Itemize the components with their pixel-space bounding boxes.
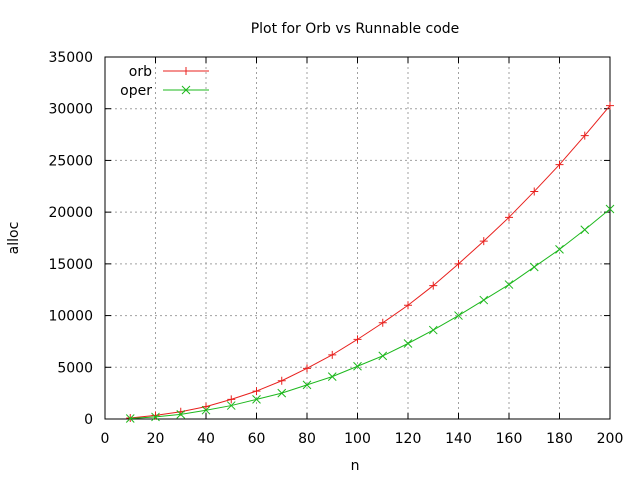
data-point-orb: [404, 301, 412, 310]
legend-marker-orb: [182, 67, 190, 75]
data-point-orb: [277, 376, 286, 385]
series-line-oper: [130, 208, 611, 419]
data-point-oper: [580, 225, 590, 235]
data-point-orb: [479, 237, 488, 246]
data-point-orb: [303, 364, 311, 373]
data-point-oper: [176, 409, 186, 419]
y-tick-label: 30000: [48, 102, 93, 118]
data-point-orb: [580, 131, 589, 140]
data-point-oper: [327, 372, 337, 381]
x-tick-label: 180: [546, 431, 573, 447]
data-point-oper: [428, 325, 438, 335]
x-tick-label: 80: [298, 431, 316, 447]
data-point-orb: [252, 387, 261, 396]
data-point-orb: [202, 402, 210, 411]
data-point-oper: [479, 295, 489, 305]
series-line-orb: [130, 105, 611, 419]
y-tick-label: 35000: [48, 50, 93, 66]
data-point-orb: [378, 318, 387, 327]
data-point-orb: [555, 160, 564, 169]
x-tick-label: 100: [344, 431, 371, 447]
legend-label-oper: oper: [120, 83, 152, 99]
data-point-orb: [227, 395, 236, 404]
data-point-oper: [454, 311, 463, 320]
data-point-orb: [454, 259, 463, 268]
data-point-oper: [302, 380, 312, 390]
x-axis-label: n: [351, 458, 360, 474]
series-orb: [126, 101, 614, 422]
grid-lines: [105, 57, 610, 419]
data-point-oper: [378, 351, 388, 361]
data-point-oper: [277, 388, 287, 398]
legend-marker-oper: [181, 85, 191, 95]
series-layer: [125, 101, 615, 423]
y-tick-label: 20000: [48, 205, 93, 221]
data-point-orb: [606, 101, 614, 110]
x-tick-label: 140: [445, 431, 472, 447]
data-point-oper: [252, 394, 261, 404]
data-point-orb: [530, 187, 539, 196]
x-axis: 0 20 40 60 80 100 120 140 160 180 200: [101, 57, 624, 447]
data-point-orb: [151, 411, 160, 420]
data-point-oper: [353, 361, 362, 371]
data-point-orb: [505, 213, 513, 222]
data-point-oper: [529, 262, 539, 272]
series-oper: [125, 204, 615, 423]
y-tick-label: 5000: [57, 360, 93, 376]
data-point-oper: [226, 401, 236, 410]
x-tick-label: 120: [395, 431, 422, 447]
x-tick-label: 60: [248, 431, 266, 447]
y-tick-label: 25000: [48, 153, 93, 169]
data-point-oper: [151, 412, 160, 422]
data-point-orb: [429, 281, 438, 290]
chart-title: Plot for Orb vs Runnable code: [251, 21, 460, 37]
legend-label-orb: orb: [129, 64, 152, 80]
data-point-oper: [403, 339, 413, 348]
x-tick-label: 0: [101, 431, 110, 447]
x-tick-label: 160: [496, 431, 523, 447]
legend: orb oper: [120, 64, 209, 99]
data-point-oper: [125, 414, 135, 423]
y-axis-label: alloc: [6, 222, 22, 255]
y-tick-label: 10000: [48, 309, 93, 325]
y-axis: 0 5000 10000 15000 20000 25000 30000 35000: [48, 50, 610, 428]
y-tick-label: 15000: [48, 257, 93, 273]
y-tick-label: 0: [84, 412, 93, 428]
x-tick-label: 200: [597, 431, 624, 447]
data-point-orb: [353, 335, 362, 344]
x-tick-label: 40: [197, 431, 215, 447]
data-point-oper: [201, 405, 211, 415]
data-point-oper: [605, 204, 615, 214]
x-tick-label: 20: [147, 431, 165, 447]
data-point-orb: [328, 350, 337, 359]
data-point-oper: [555, 245, 564, 254]
data-point-oper: [504, 280, 514, 289]
